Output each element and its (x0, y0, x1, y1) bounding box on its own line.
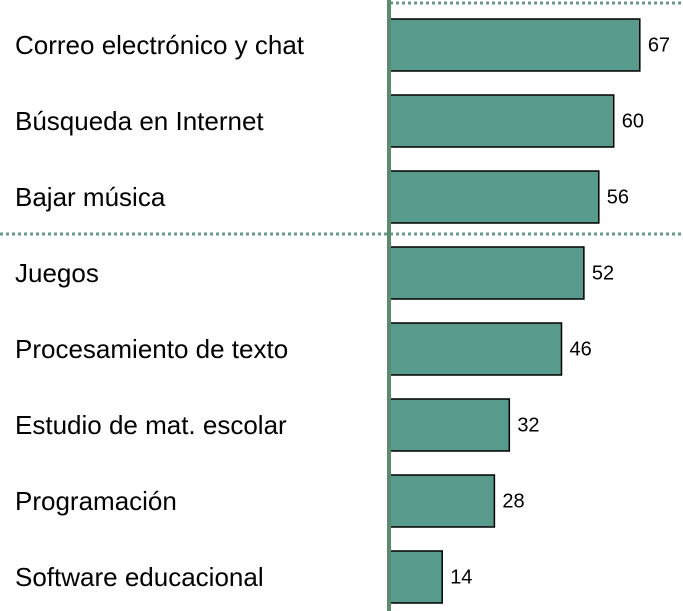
category-label: Búsqueda en Internet (15, 106, 264, 136)
category-label: Correo electrónico y chat (15, 30, 305, 60)
value-label: 46 (570, 338, 592, 360)
bar (389, 170, 600, 224)
bar (389, 550, 443, 604)
bar (389, 18, 641, 72)
category-label: Software educacional (15, 562, 264, 592)
bar (389, 322, 563, 376)
value-label: 14 (450, 566, 472, 588)
category-label: Programación (15, 486, 177, 516)
value-label: 28 (502, 490, 524, 512)
bar (389, 94, 615, 148)
value-label: 52 (592, 262, 614, 284)
category-label: Procesamiento de texto (15, 334, 288, 364)
bar (389, 474, 496, 528)
category-label: Estudio de mat. escolar (15, 410, 287, 440)
value-label: 60 (622, 110, 644, 132)
value-label: 56 (607, 186, 629, 208)
value-label: 67 (648, 34, 670, 56)
category-label: Juegos (15, 258, 99, 288)
value-label: 32 (517, 414, 539, 436)
category-label: Bajar música (15, 182, 166, 212)
bar (389, 246, 585, 300)
bar (389, 398, 511, 452)
